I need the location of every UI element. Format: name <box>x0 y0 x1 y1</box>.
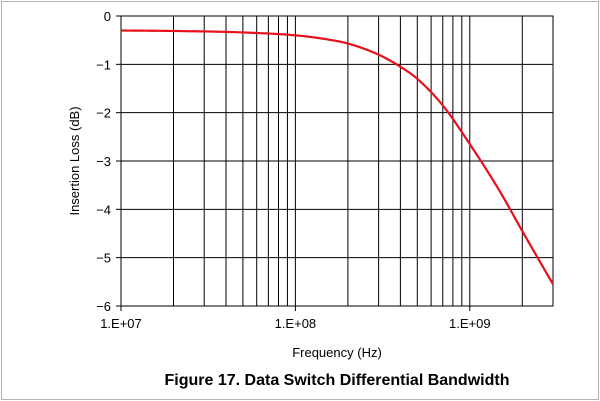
series-layer <box>120 29 554 285</box>
figure-caption: Figure 17. Data Switch Differential Band… <box>165 372 510 389</box>
y-tick-label: −3 <box>96 154 111 169</box>
x-tick-label: 1.E+07 <box>100 316 142 331</box>
y-tick-label: −2 <box>96 106 111 121</box>
y-axis-label: Insertion Loss (dB) <box>67 106 82 215</box>
y-tick-label: −6 <box>96 299 111 314</box>
x-axis-label: Frequency (Hz) <box>292 345 382 360</box>
y-tick-label: 0 <box>104 9 111 24</box>
tick-labels: 0 −1 −2 −3 −4 −5 −6 1.E+07 1.E+08 1.E+09 <box>96 9 490 331</box>
x-tick-label: 1.E+09 <box>449 316 491 331</box>
y-tick-label: −1 <box>96 57 111 72</box>
y-tick-label: −4 <box>96 202 111 217</box>
y-tick-label: −5 <box>96 251 111 266</box>
insertion-loss-curve <box>120 29 554 285</box>
x-tick-label: 1.E+08 <box>275 316 317 331</box>
